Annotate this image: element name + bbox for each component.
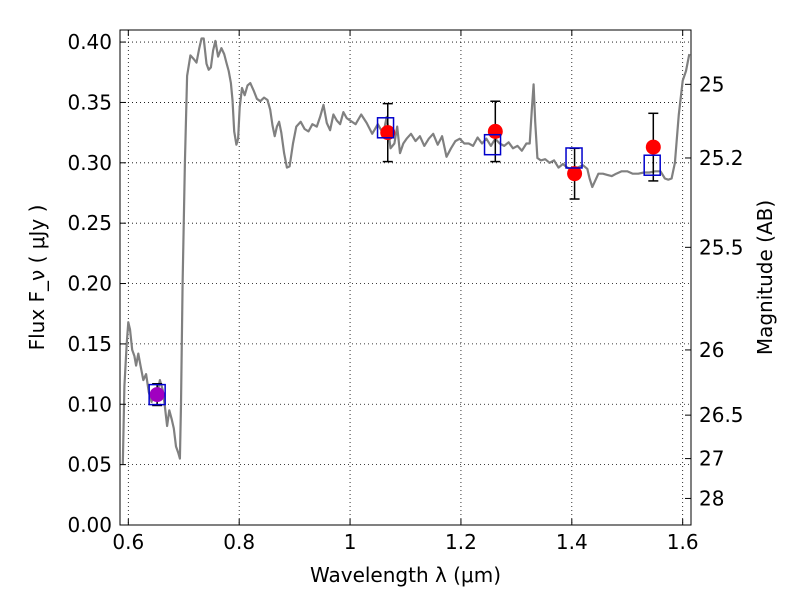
- y-tick-label: 0.40: [67, 30, 112, 54]
- synthetic-square: [376, 117, 395, 139]
- y2-axis-label: Magnitude (AB): [753, 200, 777, 355]
- y-axis-label: Flux F_ν ( μJy ): [25, 205, 49, 351]
- observed-point: [645, 139, 661, 155]
- x-tick-label: 0.6: [112, 530, 144, 554]
- y2-axis-ticks: 25 25.2 25.5 26 26.5 27 28: [685, 72, 744, 510]
- y2-tick-label: 27: [699, 447, 724, 471]
- x-tick-label: 0.8: [223, 530, 255, 554]
- y-tick-label: 0.15: [67, 332, 112, 356]
- grid-lines: [120, 30, 691, 526]
- synthetic-square: [643, 154, 661, 176]
- y2-tick-label: 25.5: [699, 235, 744, 259]
- observed-point: [567, 166, 583, 182]
- y-tick-label: 0.35: [67, 90, 112, 114]
- y2-tick-label: 26.5: [699, 403, 744, 427]
- y2-tick-label: 28: [699, 486, 724, 510]
- x-tick-label: 1.6: [667, 530, 699, 554]
- x-axis-ticks: 0.6 0.8 1 1.2 1.4 1.6: [112, 30, 699, 554]
- y-tick-label: 0.30: [67, 151, 112, 175]
- observed-point: [149, 387, 165, 403]
- y-tick-label: 0.00: [67, 513, 112, 537]
- x-axis-label: Wavelength λ (μm): [310, 563, 501, 587]
- synthetic-square: [565, 147, 583, 169]
- y2-tick-label: 25.2: [699, 146, 744, 170]
- error-bars: [152, 100, 659, 407]
- observed-point: [380, 125, 396, 141]
- y-tick-label: 0.20: [67, 272, 112, 296]
- y-axis-ticks: 0.00 0.05 0.10 0.15 0.20 0.25 0.30 0.35 0.40: [67, 30, 126, 537]
- x-tick-label: 1: [344, 530, 357, 554]
- synthetic-square: [148, 383, 166, 406]
- y2-tick-label: 25: [699, 72, 724, 96]
- y-tick-label: 0.05: [67, 453, 112, 477]
- synthetic-square: [483, 133, 502, 156]
- y2-tick-label: 26: [699, 338, 724, 362]
- x-tick-label: 1.4: [556, 530, 588, 554]
- plot-frame: [119, 29, 692, 526]
- x-tick-label: 1.2: [445, 530, 477, 554]
- y-tick-label: 0.25: [67, 211, 112, 235]
- synthetic-photometry: [148, 117, 661, 406]
- y-tick-label: 0.10: [67, 392, 112, 416]
